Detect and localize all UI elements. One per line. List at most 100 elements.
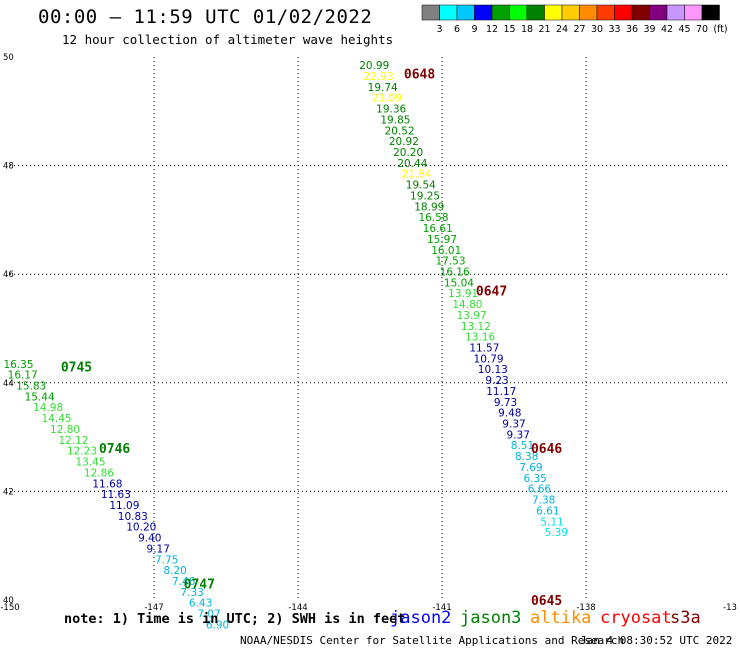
wave-height-label: 16.17: [8, 370, 38, 382]
wave-height-label: 9.73: [494, 397, 517, 409]
wave-height-label: 13.12: [461, 321, 491, 333]
wave-height-label: 14.80: [452, 299, 482, 311]
colorbar-label: 42: [661, 24, 673, 35]
wave-height-label: 9.17: [147, 543, 170, 555]
series-track: 16.3516.1715.8315.4414.9814.4512.8012.12…: [3, 359, 229, 632]
wave-height-label: 9.48: [498, 408, 521, 420]
wave-height-label: 11.09: [109, 500, 139, 512]
colorbar-label: 15: [503, 24, 515, 35]
wave-height-label: 10.83: [118, 511, 148, 523]
satellite-label-cryosat: cryosat: [600, 608, 672, 628]
colorbar-label: 36: [626, 24, 638, 35]
x-tick-label: -138: [576, 603, 595, 613]
wave-height-label: 16.35: [3, 359, 33, 371]
colorbar: 3 6 9 12 15 18 21 24 27 30 33 36 39 42 45 70 (ft): [421, 4, 728, 35]
wave-height-label: 16.16: [440, 266, 470, 278]
wave-height-label: 22.93: [363, 71, 393, 83]
colorbar-label: 70: [696, 24, 708, 35]
wave-height-label: 9.37: [507, 429, 530, 441]
footer-timestamp: Jan 4 08:30:52 UTC 2022: [580, 634, 733, 647]
colorbar-label: 27: [573, 24, 585, 35]
wave-height-label: 13.97: [457, 310, 487, 322]
time-label: 0747: [184, 578, 215, 593]
wave-height-label: 19.74: [368, 82, 398, 94]
footer-note: note: 1) Time is in UTC; 2) SWH is in fe…: [64, 611, 406, 627]
colorbar-label: 9: [471, 24, 477, 35]
satellite-label-jason2: jason2: [390, 608, 452, 628]
wave-height-label: 11.68: [92, 478, 122, 490]
y-tick-label: 40: [3, 596, 14, 606]
wave-height-label: 9.37: [502, 419, 525, 431]
wave-height-label: 20.52: [385, 125, 415, 137]
wave-height-label: 13.45: [75, 457, 105, 469]
colorbar-label: 18: [521, 24, 533, 35]
colorbar-label: 6: [454, 24, 460, 35]
chart-subtitle: 12 hour collection of altimeter wave hei…: [62, 32, 394, 47]
wave-height-label: 20.99: [359, 60, 389, 72]
wave-height-label: 12.80: [50, 424, 80, 436]
wave-height-label: 7.75: [155, 554, 178, 566]
time-label: 0745: [61, 361, 92, 376]
wave-height-label: 8.38: [515, 451, 538, 463]
time-label: 0645: [531, 594, 562, 609]
wave-height-label: 21.84: [402, 169, 432, 181]
wave-height-label: 20.20: [393, 147, 423, 159]
wave-height-label: 12.12: [58, 435, 88, 447]
x-tick-label: -144: [288, 603, 307, 613]
colorbar-label: 21: [538, 24, 550, 35]
wave-height-label: 20.44: [397, 158, 427, 170]
chart-title: 00:00 – 11:59 UTC 01/02/2022: [38, 6, 373, 28]
y-tick-label: 48: [3, 162, 14, 172]
satellite-label-jason3: jason3: [460, 608, 522, 628]
time-label: 0648: [404, 67, 435, 82]
wave-height-label: 10.79: [474, 353, 504, 365]
y-tick-label: 44: [3, 379, 14, 389]
wave-height-label: 6.66: [528, 484, 552, 496]
colorbar-label: 3: [436, 24, 442, 35]
wave-height-label: 6.43: [189, 598, 212, 610]
colorbar-swatch: [701, 4, 720, 21]
wave-height-label: 7.46: [172, 576, 196, 588]
wave-height-label: 15.04: [444, 277, 474, 289]
satellite-label-altika: altika: [530, 608, 592, 628]
satellite-label-s3a: s3a: [670, 608, 701, 628]
footer-credit: NOAA/NESDIS Center for Satellite Applica…: [240, 634, 625, 647]
wave-height-label: 20.92: [389, 136, 419, 148]
colorbar-unit: (ft): [713, 24, 727, 35]
wave-height-label: 9.40: [138, 533, 161, 545]
wave-height-label: 6.35: [523, 473, 546, 485]
colorbar-label: 24: [556, 24, 568, 35]
y-tick-label: 50: [3, 53, 14, 63]
y-tick-label: 42: [3, 487, 14, 497]
time-label: 0647: [476, 284, 507, 299]
wave-height-label: 19.54: [406, 180, 436, 192]
colorbar-label: 12: [486, 24, 498, 35]
colorbar-label: 30: [591, 24, 603, 35]
wave-height-label: 10.20: [126, 522, 156, 534]
wave-height-label: 17.53: [435, 256, 465, 268]
wave-height-label: 12.86: [84, 467, 114, 479]
wave-height-label: 14.45: [42, 413, 72, 425]
wave-height-label: 19.36: [376, 104, 406, 116]
wave-height-label: 15.97: [427, 234, 457, 246]
x-tick-label: -141: [432, 603, 451, 613]
wave-height-label: 7.69: [519, 462, 542, 474]
y-tick-label: 46: [3, 270, 14, 280]
wave-height-label: 16.01: [431, 245, 461, 257]
wave-height-label: 13.16: [465, 332, 495, 344]
wave-height-label: 5.11: [540, 516, 563, 528]
x-tick-label: -147: [144, 603, 163, 613]
wave-height-label: 13.91: [448, 288, 478, 300]
wave-height-label: 5.39: [545, 527, 568, 539]
x-tick-label: -13: [723, 603, 737, 613]
wave-height-label: 7.07: [197, 609, 220, 621]
wave-height-label: 16.61: [423, 223, 453, 235]
wave-height-label: 11.57: [469, 343, 499, 355]
wave-height-label: 16.58: [418, 212, 448, 224]
wave-height-label: 12.23: [67, 446, 97, 458]
wave-height-label: 7.38: [532, 495, 555, 507]
wave-height-label: 7.33: [180, 587, 203, 599]
colorbar-label: 39: [643, 24, 655, 35]
wave-height-label: 15.83: [16, 381, 46, 393]
wave-height-label: 19.85: [380, 114, 410, 126]
